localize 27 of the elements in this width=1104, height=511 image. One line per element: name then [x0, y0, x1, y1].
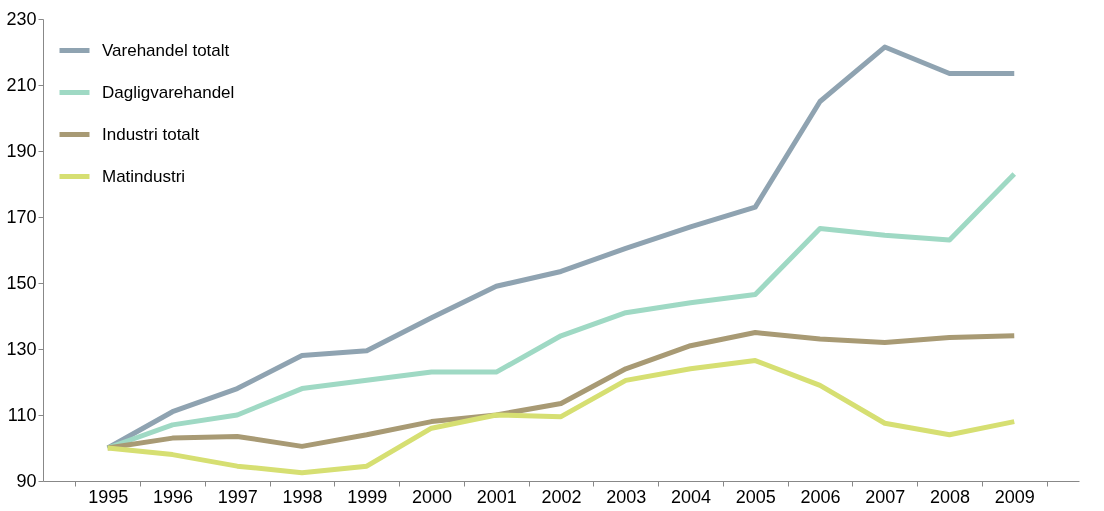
y-tick-label: 230: [6, 8, 37, 29]
y-tick-label: 210: [6, 74, 37, 95]
x-tick-label: 2003: [606, 486, 647, 507]
x-tick-label: 2007: [865, 486, 906, 507]
x-tick-label: 2001: [476, 486, 517, 507]
x-tick-label: 2008: [929, 486, 971, 507]
y-tick-label: 90: [16, 470, 37, 491]
x-tick-label: 1999: [347, 486, 388, 507]
legend-label: Matindustri: [102, 166, 186, 186]
x-tick-label: 1998: [282, 486, 323, 507]
x-tick-label: 1996: [152, 486, 194, 507]
x-tick-label: 2004: [670, 486, 712, 507]
x-tick-label: 2009: [994, 486, 1035, 507]
x-tick-label: 1995: [88, 486, 129, 507]
y-tick-label: 110: [7, 404, 37, 425]
x-tick-label: 2002: [541, 486, 582, 507]
legend-label: Dagligvarehandel: [102, 82, 235, 102]
x-tick-label: 2006: [800, 486, 841, 507]
y-tick-label: 170: [6, 206, 37, 227]
x-tick-label: 2005: [735, 486, 776, 507]
y-tick-label: 190: [6, 140, 37, 161]
y-tick-label: 150: [6, 272, 37, 293]
legend-label: Industri totalt: [102, 124, 200, 144]
x-tick-label: 1997: [217, 486, 258, 507]
y-tick-label: 130: [6, 338, 37, 359]
x-tick-label: 2000: [411, 486, 453, 507]
legend-label: Varehandel totalt: [102, 40, 230, 60]
